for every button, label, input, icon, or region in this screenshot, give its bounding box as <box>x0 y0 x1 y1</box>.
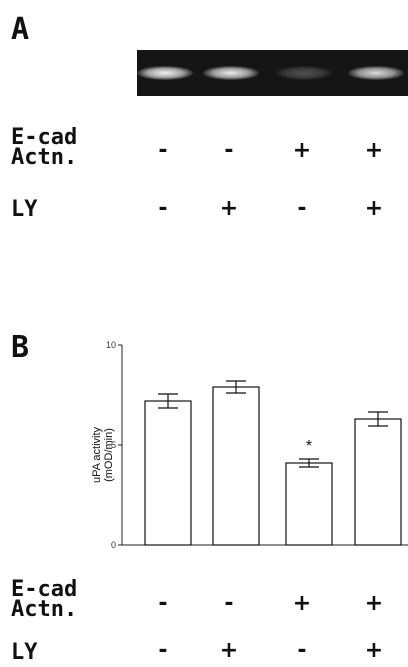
y-axis-label-line-1: uPA activity <box>91 426 103 483</box>
significance-marker-3: * <box>306 438 312 455</box>
gel-image <box>137 50 408 96</box>
gel-band-lane-3 <box>276 66 332 80</box>
sign-a-ecad-lane-4: + <box>364 138 384 163</box>
bar-1 <box>144 400 192 546</box>
sign-a-ly-lane-4: + <box>364 196 384 221</box>
bar-3 <box>285 462 333 546</box>
gel-band-lane-1 <box>137 66 193 80</box>
sign-a-ly-lane-1: - <box>158 196 168 221</box>
ly-label: LY <box>11 197 38 222</box>
sign-a-ecad-lane-1: - <box>158 138 168 163</box>
sign-a-ly-lane-3: - <box>297 196 307 221</box>
ecad-actn-label-b: E-cad Actn. <box>11 577 78 622</box>
sign-b-ly-lane-3: - <box>297 638 307 663</box>
sign-b-ecad-lane-2: - <box>224 591 234 616</box>
panel-a-letter: A <box>11 12 30 47</box>
bar-chart: uPA activity (mOD/min) 0 5 10 * <box>91 340 408 550</box>
ly-label-b: LY <box>11 640 38 665</box>
ecad-label: E-cad <box>11 125 78 150</box>
gel-band-lane-4 <box>348 66 404 80</box>
sign-b-ly-lane-4: + <box>364 638 384 663</box>
ecad-label-b: E-cad <box>11 577 78 602</box>
sign-a-ecad-lane-2: - <box>224 138 234 163</box>
y-tick-label-10: 10 <box>106 340 116 350</box>
sign-a-ly-lane-2: + <box>219 196 239 221</box>
sign-b-ly-lane-1: - <box>158 638 168 663</box>
y-axis-label-line-2: (mOD/min) <box>103 428 115 482</box>
panel-b-letter: B <box>11 330 30 365</box>
bar-2 <box>212 386 260 546</box>
ecad-actn-label: E-cad Actn. <box>11 125 78 170</box>
bar-4 <box>354 418 402 546</box>
y-tick-label-5: 5 <box>111 440 116 450</box>
y-tick-label-0: 0 <box>111 540 116 550</box>
sign-b-ecad-lane-4: + <box>364 591 384 616</box>
sign-b-ecad-lane-1: - <box>158 591 168 616</box>
sign-b-ly-lane-2: + <box>219 638 239 663</box>
gel-band-lane-2 <box>203 66 259 80</box>
actn-label-b: Actn. <box>11 597 78 622</box>
sign-a-ecad-lane-3: + <box>292 138 312 163</box>
sign-b-ecad-lane-3: + <box>292 591 312 616</box>
actn-label: Actn. <box>11 145 78 170</box>
